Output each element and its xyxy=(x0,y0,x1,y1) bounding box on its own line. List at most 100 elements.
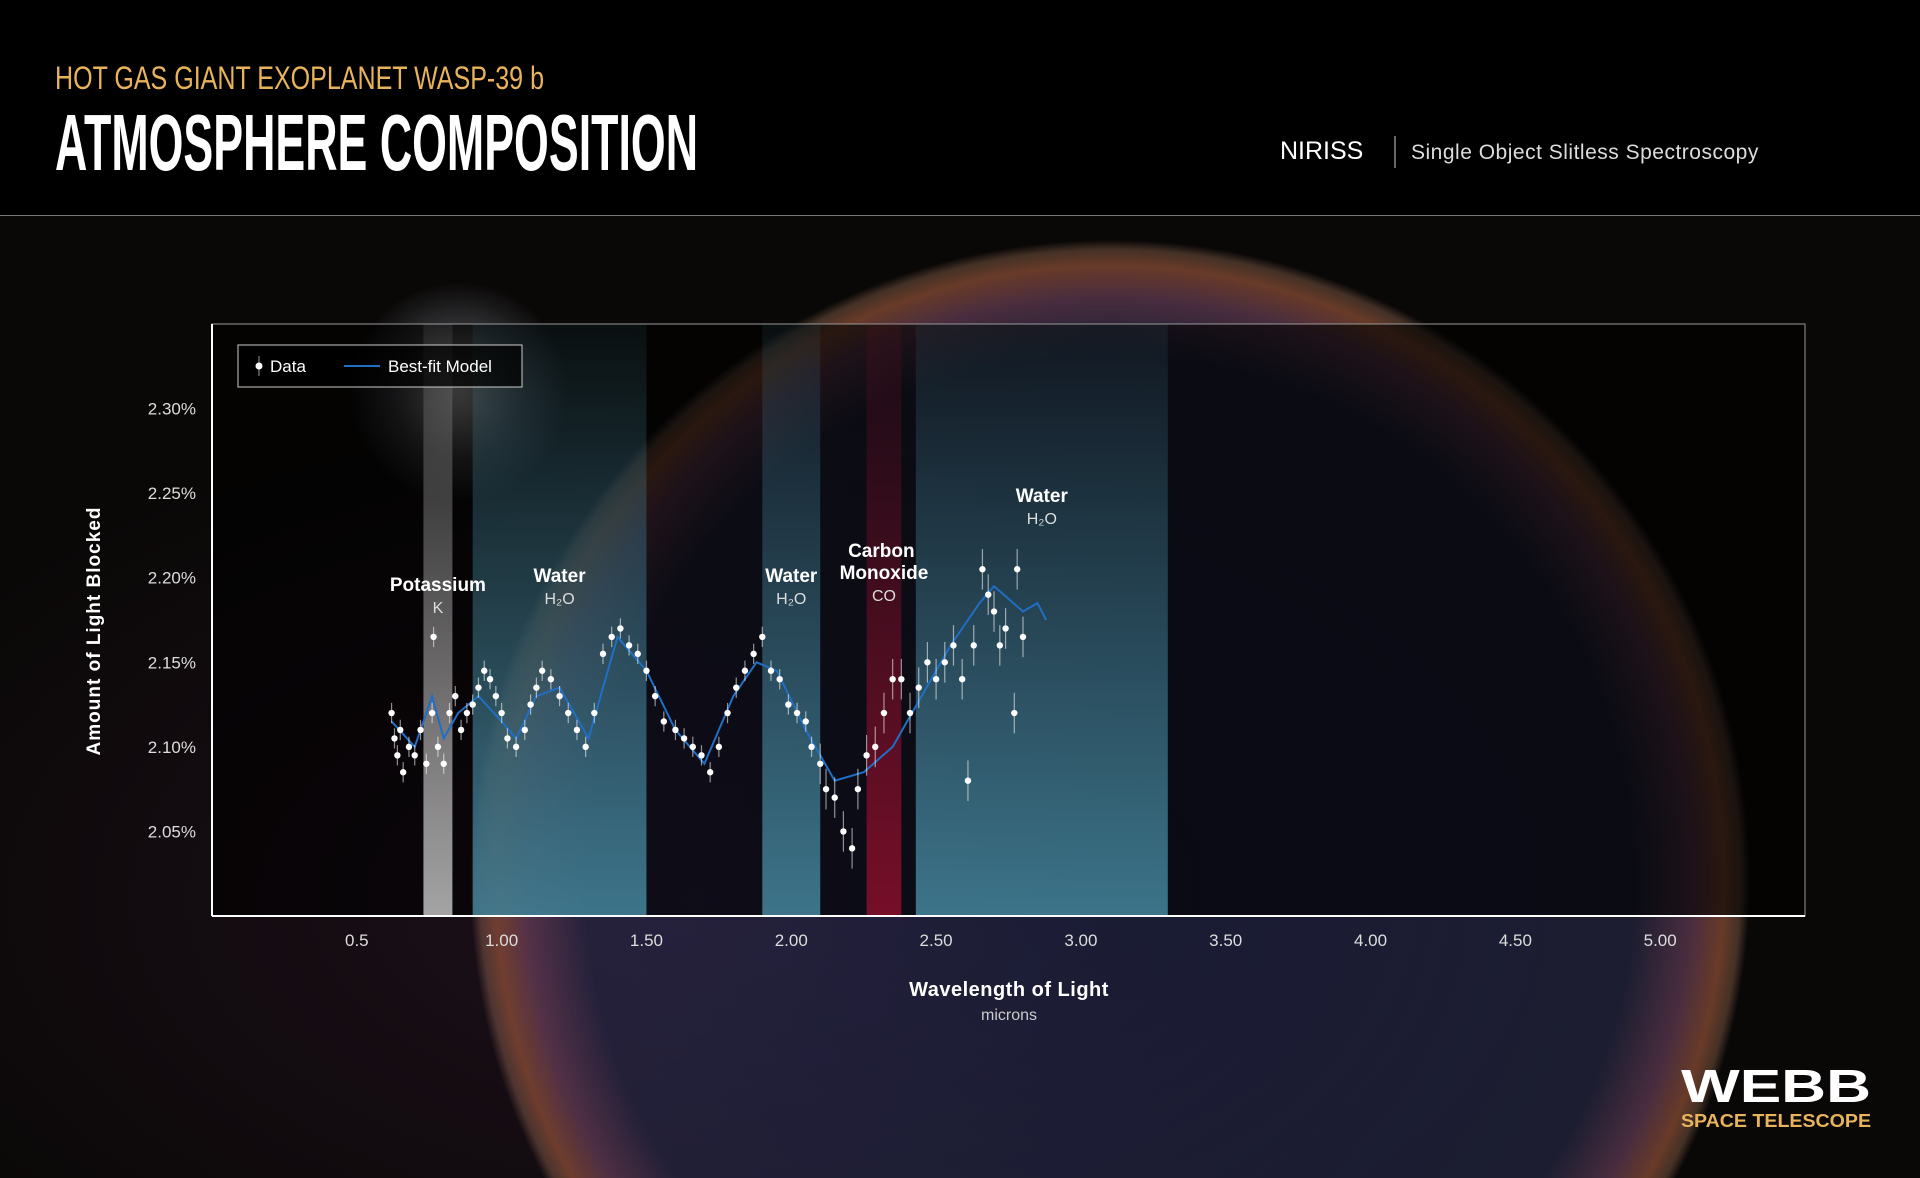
band-label: Water xyxy=(765,566,818,587)
data-point xyxy=(660,718,668,725)
data-point xyxy=(970,642,977,649)
data-point xyxy=(547,676,555,683)
data-point xyxy=(979,566,986,573)
data-point xyxy=(533,684,540,691)
data-point xyxy=(434,743,442,751)
logo: WEBB xyxy=(1681,1060,1871,1112)
band-label: Water xyxy=(534,566,587,587)
data-point xyxy=(840,828,847,835)
x-axis-label: Wavelength of Light xyxy=(909,979,1109,1001)
band-formula: CO xyxy=(872,588,896,605)
data-point xyxy=(399,769,407,776)
data-point xyxy=(440,760,447,767)
data-point xyxy=(446,709,453,717)
data-point xyxy=(411,752,418,759)
data-point xyxy=(822,785,830,793)
data-point xyxy=(492,692,500,700)
data-point xyxy=(417,726,424,734)
data-point xyxy=(423,760,430,767)
data-point xyxy=(556,692,563,700)
y-tick-label: 2.25% xyxy=(148,484,196,503)
data-point xyxy=(469,701,476,708)
legend-label: Data xyxy=(270,357,306,376)
x-axis-unit: microns xyxy=(981,1007,1037,1024)
data-point xyxy=(457,726,465,734)
data-point xyxy=(733,684,740,691)
data-point xyxy=(817,760,824,767)
data-point xyxy=(643,667,650,674)
y-tick-label: 2.05% xyxy=(148,822,196,841)
x-tick-label: 3.00 xyxy=(1064,931,1097,950)
data-point xyxy=(958,676,966,683)
x-tick-label: 5.00 xyxy=(1644,931,1677,950)
data-point xyxy=(651,692,659,700)
band-formula: H₂O xyxy=(544,591,574,608)
data-point xyxy=(854,785,862,793)
x-tick-label: 2.00 xyxy=(775,931,808,950)
x-tick-label: 3.50 xyxy=(1209,931,1242,950)
absorption-band xyxy=(423,324,453,916)
data-point xyxy=(388,709,395,717)
y-axis-label: Amount of Light Blocked xyxy=(84,507,105,756)
data-point xyxy=(481,667,488,674)
band-label: Potassium xyxy=(390,575,486,596)
data-point xyxy=(538,667,546,674)
data-point xyxy=(397,726,404,734)
data-point xyxy=(941,659,948,666)
data-point xyxy=(715,743,723,751)
data-point xyxy=(996,642,1004,649)
data-point xyxy=(950,642,957,649)
data-point xyxy=(990,608,998,615)
x-tick-label: 1.50 xyxy=(630,931,663,950)
data-point xyxy=(741,667,749,674)
data-point xyxy=(1011,709,1018,717)
logo-tagline: SPACE TELESCOPE xyxy=(1681,1111,1871,1131)
data-point xyxy=(924,659,931,666)
data-point xyxy=(475,684,482,691)
data-point xyxy=(932,676,940,683)
data-point xyxy=(625,642,633,649)
data-point xyxy=(452,692,459,700)
data-point xyxy=(512,743,520,751)
y-tick-label: 2.30% xyxy=(148,400,196,419)
x-tick-label: 4.00 xyxy=(1354,931,1387,950)
data-point xyxy=(802,718,809,725)
data-point xyxy=(504,735,511,742)
data-point xyxy=(521,726,529,734)
x-tick-label: 4.50 xyxy=(1499,931,1532,950)
data-point xyxy=(430,633,437,641)
data-point xyxy=(880,709,888,717)
band-formula: H₂O xyxy=(1027,511,1057,528)
data-point xyxy=(706,769,714,776)
band-formula: K xyxy=(433,600,444,617)
bands xyxy=(423,324,1168,916)
absorption-band xyxy=(762,324,821,916)
data-point xyxy=(750,650,757,658)
header-bar xyxy=(0,0,1920,215)
data-point xyxy=(680,735,688,742)
data-point xyxy=(985,591,992,598)
data-point xyxy=(498,709,505,717)
data-point xyxy=(599,650,607,658)
data-point xyxy=(1013,566,1021,573)
subtitle: HOT GAS GIANT EXOPLANET WASP-39 b xyxy=(55,60,544,96)
data-point xyxy=(617,625,624,632)
data-point xyxy=(591,709,598,717)
data-point xyxy=(964,777,972,784)
data-point xyxy=(527,701,534,708)
data-point xyxy=(486,676,494,683)
data-point xyxy=(785,701,792,708)
x-tick-label: 2.50 xyxy=(920,931,953,950)
data-point xyxy=(889,676,896,683)
legend-marker xyxy=(255,362,263,370)
data-point xyxy=(759,633,766,641)
data-point xyxy=(793,709,801,717)
x-tick-label: 1.00 xyxy=(485,931,518,950)
instrument: NIRISS xyxy=(1280,137,1363,165)
data-point xyxy=(906,709,914,717)
data-point xyxy=(394,752,401,759)
data-point xyxy=(915,684,922,691)
band-formula: H₂O xyxy=(776,591,806,608)
data-point xyxy=(898,676,905,683)
band-label: Water xyxy=(1016,486,1069,507)
